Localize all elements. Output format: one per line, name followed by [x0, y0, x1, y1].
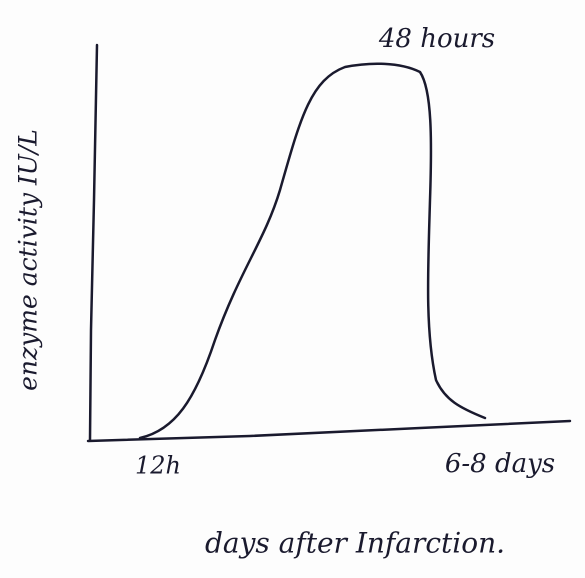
x-axis-label: days after Infarction.	[205, 527, 505, 560]
x-label: 6-8 days	[445, 449, 555, 479]
x-label: 12h	[135, 452, 181, 480]
peak-label: 48 hours	[378, 24, 495, 54]
y-axis-label: enzyme activity IU/L	[14, 129, 43, 391]
diagram: 48 hours enzyme activity IU/L 12h 6-8 da…	[0, 0, 585, 578]
background	[0, 0, 585, 578]
